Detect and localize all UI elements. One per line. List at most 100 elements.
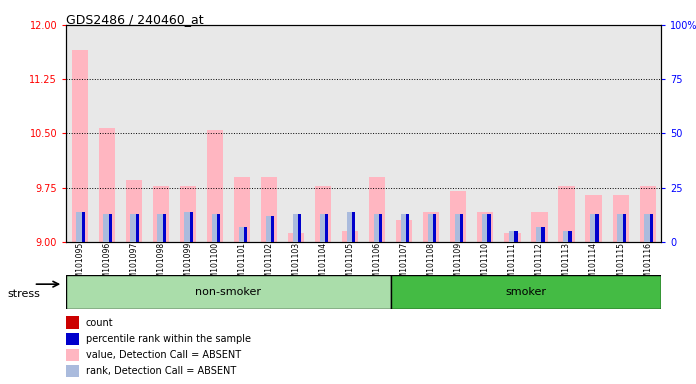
Bar xyxy=(433,214,436,242)
Bar xyxy=(509,231,516,242)
Bar xyxy=(148,25,174,242)
Bar xyxy=(66,275,390,309)
Bar xyxy=(190,212,193,242)
Text: stress: stress xyxy=(7,289,40,299)
Bar xyxy=(482,214,489,242)
Bar xyxy=(261,177,277,242)
Bar xyxy=(634,25,661,242)
Bar xyxy=(212,214,219,242)
Bar xyxy=(180,185,196,242)
Text: value, Detection Call = ABSENT: value, Detection Call = ABSENT xyxy=(86,350,241,360)
Bar xyxy=(130,214,137,242)
Bar xyxy=(487,214,491,242)
Bar xyxy=(288,233,304,242)
Bar xyxy=(271,216,274,242)
Bar xyxy=(565,231,568,242)
Bar xyxy=(266,216,272,242)
Bar xyxy=(406,214,409,242)
Bar xyxy=(401,214,408,242)
Bar xyxy=(569,231,571,242)
Bar xyxy=(450,191,466,242)
Bar xyxy=(93,25,120,242)
Bar xyxy=(99,127,115,242)
Bar xyxy=(244,227,247,242)
Bar xyxy=(649,214,653,242)
Bar xyxy=(580,25,607,242)
Bar xyxy=(201,25,228,242)
Text: percentile rank within the sample: percentile rank within the sample xyxy=(86,334,251,344)
Bar xyxy=(239,227,245,242)
Bar xyxy=(428,214,435,242)
Bar xyxy=(255,25,283,242)
Bar xyxy=(505,233,521,242)
Bar xyxy=(558,185,575,242)
Bar xyxy=(103,214,110,242)
Bar xyxy=(72,50,88,242)
Bar xyxy=(379,214,382,242)
Bar xyxy=(590,214,597,242)
Bar xyxy=(531,212,548,242)
Bar xyxy=(585,195,601,242)
Bar xyxy=(337,25,364,242)
Bar xyxy=(78,231,81,242)
Bar xyxy=(77,212,83,242)
Bar xyxy=(499,25,526,242)
Bar xyxy=(607,25,634,242)
Bar xyxy=(596,214,599,242)
Bar xyxy=(514,231,518,242)
Bar xyxy=(369,177,386,242)
Bar xyxy=(640,185,656,242)
Bar xyxy=(526,25,553,242)
Bar xyxy=(477,212,493,242)
Bar xyxy=(553,25,580,242)
Bar xyxy=(460,214,464,242)
Bar xyxy=(283,25,310,242)
Bar xyxy=(163,214,166,242)
Bar xyxy=(644,214,651,242)
Bar xyxy=(363,25,390,242)
Bar xyxy=(396,220,412,242)
Bar xyxy=(617,214,624,242)
Bar xyxy=(455,214,461,242)
Bar xyxy=(126,180,142,242)
Bar xyxy=(174,25,201,242)
Bar xyxy=(157,214,164,242)
Bar xyxy=(66,25,93,242)
Bar xyxy=(310,25,337,242)
Text: non-smoker: non-smoker xyxy=(196,287,262,297)
Bar xyxy=(152,185,169,242)
Bar xyxy=(184,212,191,242)
Bar xyxy=(374,214,381,242)
Bar xyxy=(612,195,628,242)
Bar xyxy=(234,177,250,242)
Text: GDS2486 / 240460_at: GDS2486 / 240460_at xyxy=(66,13,204,26)
Bar xyxy=(423,212,439,242)
Bar xyxy=(622,214,626,242)
Bar xyxy=(342,231,358,242)
Bar xyxy=(445,25,472,242)
Bar xyxy=(319,214,326,242)
Bar xyxy=(207,130,223,242)
Bar xyxy=(120,25,148,242)
Bar xyxy=(81,212,85,242)
Text: smoker: smoker xyxy=(505,287,546,297)
Bar xyxy=(216,214,220,242)
Bar xyxy=(563,231,570,242)
Bar xyxy=(536,227,543,242)
Bar xyxy=(347,212,354,242)
Bar xyxy=(352,212,355,242)
Bar xyxy=(325,214,329,242)
Text: count: count xyxy=(86,318,113,328)
Bar xyxy=(228,25,255,242)
Bar xyxy=(298,214,301,242)
Bar xyxy=(511,231,514,242)
Text: rank, Detection Call = ABSENT: rank, Detection Call = ABSENT xyxy=(86,366,236,376)
Bar xyxy=(292,214,299,242)
Bar xyxy=(390,275,661,309)
Bar xyxy=(109,214,112,242)
Bar xyxy=(472,25,499,242)
Bar xyxy=(390,25,418,242)
Bar xyxy=(136,214,139,242)
Bar xyxy=(418,25,445,242)
Bar xyxy=(541,227,544,242)
